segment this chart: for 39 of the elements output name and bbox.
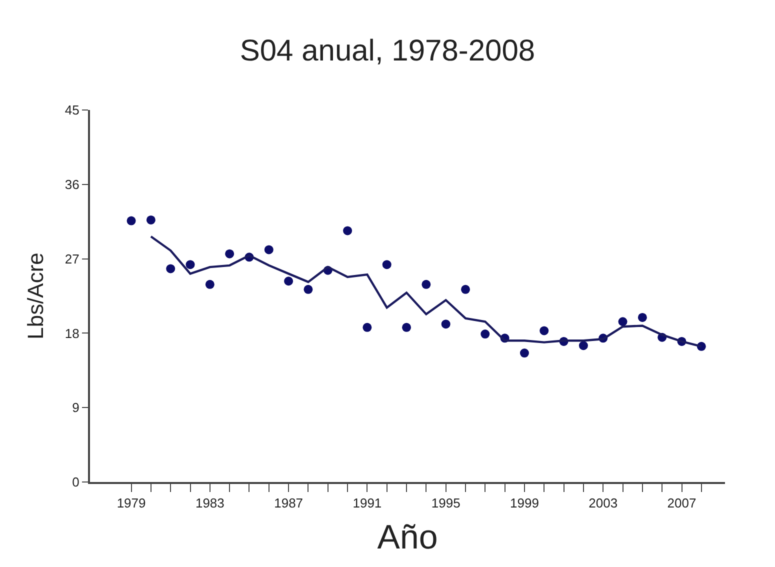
point [205,280,214,289]
point [343,226,352,236]
point [264,245,274,254]
point [638,312,647,322]
x-tick-label: 2007 [667,496,696,511]
y-tick-label: 9 [72,400,80,416]
point [166,264,176,274]
point [402,322,412,332]
point [422,280,431,289]
point [126,216,136,226]
x-tick-label: 2003 [588,496,618,511]
x-tick-label: 1995 [431,496,460,511]
chart-title: S04 anual, 1978-2008 [240,34,536,68]
y-tick-label: 45 [64,102,80,118]
point [480,330,490,339]
point [225,249,234,258]
point [578,341,588,350]
x-axis-title: Año [377,518,438,556]
x-tick-label: 1979 [116,496,146,511]
point [186,260,195,270]
point [540,326,549,336]
point [520,348,529,358]
x-tick-label: 1983 [195,496,224,511]
point [304,284,313,294]
point [461,284,470,294]
x-tick-label: 1991 [352,496,382,511]
y-axis-title: Lbs/Acre [23,252,48,340]
x-tick-label: 1999 [510,496,539,511]
point [146,215,156,224]
point [618,317,628,326]
point [362,322,372,332]
x-tick-label: 1987 [274,496,304,511]
y-tick-label: 36 [64,176,80,192]
point [284,276,294,286]
y-tick-label: 0 [72,474,80,490]
y-tick-label: 27 [64,251,80,266]
point [382,260,392,270]
point [441,320,450,329]
y-tick-label: 18 [64,326,80,341]
